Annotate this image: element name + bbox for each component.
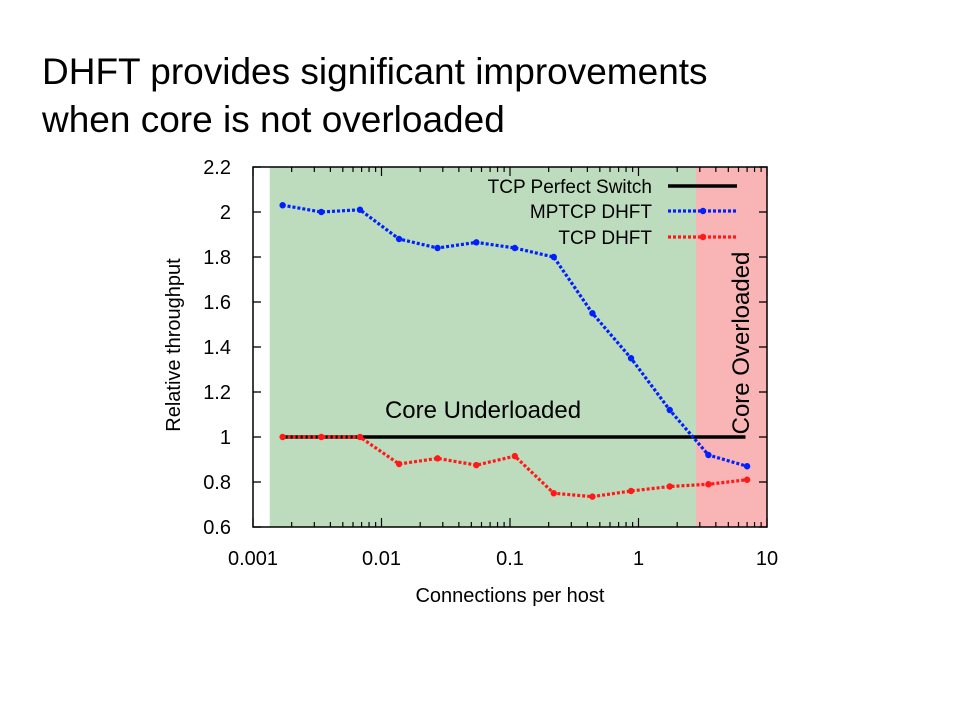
slide-title: DHFT provides significant improvements w… [42, 48, 708, 144]
data-point [473, 461, 480, 469]
data-point [356, 433, 364, 441]
data-point [550, 253, 557, 261]
data-point [705, 481, 712, 488]
y-tick-label: 1.6 [203, 292, 231, 314]
y-tick-label: 2 [220, 202, 231, 224]
data-point [318, 208, 325, 216]
y-tick-label: 1 [220, 427, 231, 449]
y-axis-label: Relative throughput [163, 258, 185, 432]
y-tick-label: 2.2 [203, 157, 231, 179]
x-tick-label: 0.001 [228, 548, 278, 570]
legend-label: TCP DHFT [558, 228, 652, 249]
data-point [279, 433, 286, 441]
data-point [550, 490, 557, 497]
data-point [395, 460, 403, 468]
data-point [666, 483, 673, 490]
data-point [473, 239, 480, 246]
data-point [434, 455, 441, 462]
underloaded-region [269, 167, 696, 527]
data-point [589, 493, 596, 500]
data-point [627, 355, 635, 362]
data-point [279, 202, 286, 209]
data-point [743, 476, 751, 483]
overloaded-region [695, 167, 767, 527]
x-tick-label: 0.1 [496, 548, 524, 570]
data-point [589, 310, 596, 317]
x-tick-label: 0.01 [362, 548, 401, 570]
y-tick-label: 1.8 [203, 247, 231, 269]
data-point [666, 406, 673, 414]
data-point [434, 244, 441, 252]
series-mptcp-dhft [279, 202, 751, 470]
data-point [511, 244, 519, 252]
data-point [627, 487, 635, 495]
slide-title-line-2: when core is not overloaded [42, 99, 505, 140]
data-point [318, 433, 325, 441]
data-point [356, 206, 364, 213]
legend-marker [699, 233, 707, 241]
underloaded-label: Core Underloaded [385, 397, 581, 424]
data-point [395, 235, 403, 243]
x-tick-label: 1 [633, 548, 644, 570]
x-tick-label: 10 [756, 548, 778, 570]
y-tick-label: 1.2 [203, 382, 231, 404]
data-point [705, 451, 712, 459]
overloaded-label: Core Overloaded [728, 252, 755, 435]
legend-label: MPTCP DHFT [530, 202, 652, 223]
legend-label: TCP Perfect Switch [488, 177, 652, 198]
x-axis-label: Connections per host [415, 585, 604, 607]
slide-title-line-1: DHFT provides significant improvements [42, 51, 708, 92]
y-tick-label: 0.6 [203, 517, 231, 539]
data-point [743, 463, 751, 470]
data-point [511, 452, 519, 460]
y-tick-label: 0.8 [203, 472, 231, 494]
y-tick-label: 1.4 [203, 337, 231, 359]
legend-marker [699, 207, 707, 215]
series-tcp-dhft [279, 433, 751, 500]
